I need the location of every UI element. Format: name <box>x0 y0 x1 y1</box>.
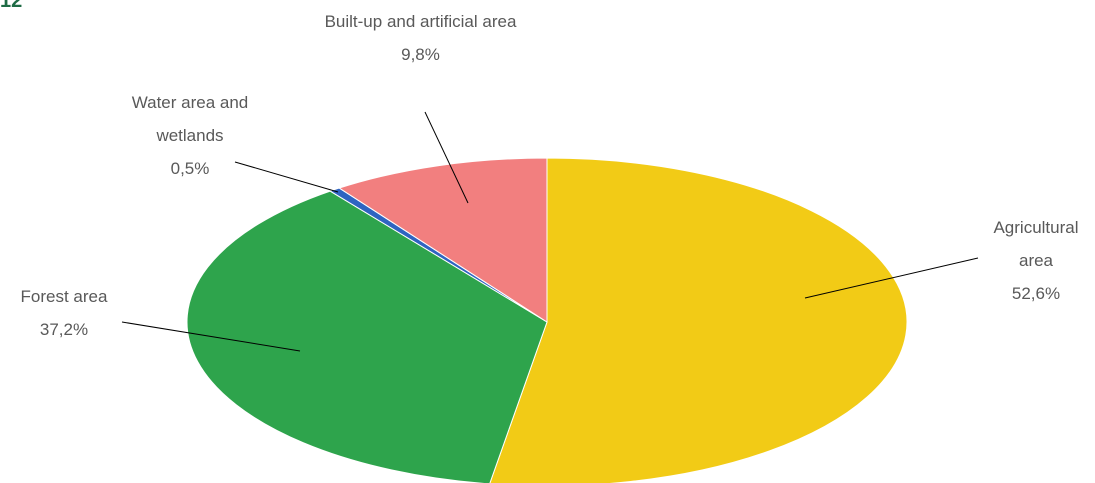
slice-label: Water area and wetlands 0,5% <box>130 86 250 185</box>
leader-line <box>424 111 469 204</box>
leader-lines <box>121 111 979 352</box>
pie-slice <box>338 157 548 323</box>
slice-label: Agricultural area 52,6% <box>981 211 1091 310</box>
category-label: Agricultural area <box>993 218 1079 270</box>
pie-slice <box>186 190 548 483</box>
value-label: 37,2% <box>39 320 89 339</box>
slice-label: Built-up and artificial area 9,8% <box>313 5 528 71</box>
slice-label: Forest area 37,2% <box>4 280 124 346</box>
leader-line <box>234 161 339 193</box>
chart-title: 12 <box>0 0 23 12</box>
pie-slice <box>489 157 908 483</box>
value-label: 52,6% <box>1011 284 1061 303</box>
leader-line <box>121 321 301 352</box>
value-label: 0,5% <box>170 159 210 178</box>
category-label: Forest area <box>20 287 108 306</box>
category-label: Built-up and artificial area <box>324 12 517 31</box>
category-label: Water area and wetlands <box>131 93 249 145</box>
leader-line <box>804 257 979 299</box>
value-label: 9,8% <box>401 45 440 64</box>
